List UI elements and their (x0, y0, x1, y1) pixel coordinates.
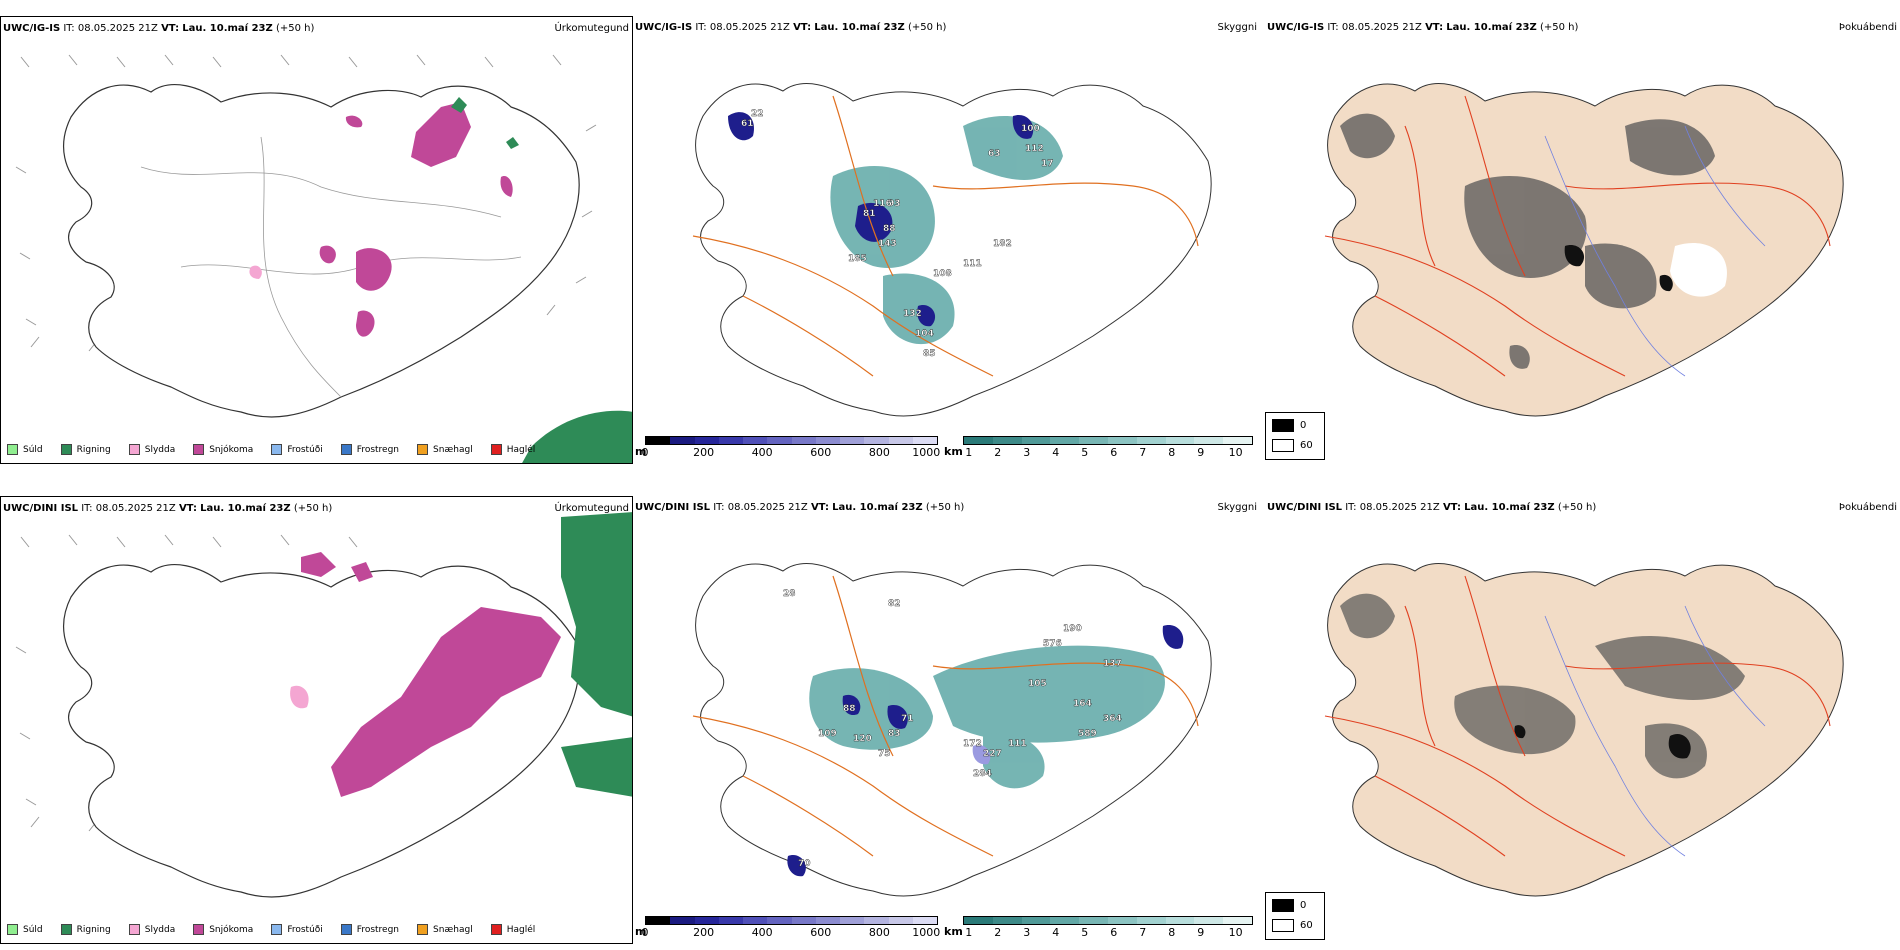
rain-areas (451, 97, 632, 463)
visibility-panel-bottom: UWC/DINI ISL IT: 08.05.2025 21Z VT: Lau.… (633, 496, 1265, 944)
visibility-value-label: 164 (1073, 699, 1092, 709)
cloud-base-colorbar: 0 200 400 600 800 1000 (642, 916, 940, 939)
visibility-value-label: 100 (1021, 124, 1040, 134)
product-name: Úrkomutegund (554, 23, 629, 34)
product-name: Skyggni (1217, 22, 1257, 33)
visibility-value-label: 185 (848, 254, 867, 264)
legend-item: Snjókoma (193, 444, 253, 455)
visibility-value-label: 284 (973, 769, 992, 779)
visibility-value-label: 589 (1078, 729, 1097, 739)
legend-item: Súld (7, 444, 43, 455)
visibility-value-label: 75 (878, 749, 891, 759)
fog-legend: 0 60 (1265, 892, 1325, 940)
legend-item: Súld (7, 924, 43, 935)
visibility-value-label: 109 (818, 729, 837, 739)
visibility-value-label: 83 (888, 729, 901, 739)
legend-item: Frostúði (271, 444, 323, 455)
visibility-colorbar: 1 2 3 4 5 6 7 8 9 10 (963, 436, 1253, 459)
visibility-value-label: 190 (1063, 624, 1082, 634)
precip-type-panel-top: UWC/IG-IS IT: 08.05.2025 21Z VT: Lau. 10… (0, 16, 633, 464)
fog-indicator-panel-bottom: UWC/DINI ISL IT: 08.05.2025 21Z VT: Lau.… (1265, 496, 1900, 944)
visibility-value-label: 120 (853, 734, 872, 744)
fog-map (1324, 563, 1844, 897)
panel-title: UWC/DINI ISL IT: 08.05.2025 21Z VT: Lau.… (1267, 502, 1597, 513)
visibility-value-label: 108 (933, 269, 952, 279)
product-name: Þokuábendi (1838, 502, 1897, 513)
visibility-panel-top: UWC/IG-IS IT: 08.05.2025 21Z VT: Lau. 10… (633, 16, 1265, 464)
visibility-value-label: 132 (903, 309, 922, 319)
visibility-value-label: 88 (883, 224, 896, 234)
legend-item: Snjókoma (193, 924, 253, 935)
visibility-value-label: 137 (1103, 659, 1122, 669)
legend-item: Frostúði (271, 924, 323, 935)
visibility-colorbar: 1 2 3 4 5 6 7 8 9 10 (963, 916, 1253, 939)
precip-type-panel-bottom: UWC/DINI ISL IT: 08.05.2025 21Z VT: Lau.… (0, 496, 633, 944)
visibility-value-label: 111 (1008, 739, 1027, 749)
legend-item: Frostregn (340, 924, 399, 935)
panel-title: UWC/IG-IS IT: 08.05.2025 21Z VT: Lau. 10… (1267, 22, 1579, 33)
legend-item: Haglél (490, 924, 535, 935)
panel-title: UWC/IG-IS IT: 08.05.2025 21Z VT: Lau. 10… (635, 22, 947, 33)
visibility-value-label: 227 (983, 749, 1002, 759)
visibility-value-label: 364 (1103, 714, 1122, 724)
visibility-value-label: 70 (798, 859, 811, 869)
cloud-base-unit: m (635, 445, 647, 458)
panel-title: UWC/IG-IS IT: 08.05.2025 21Z VT: Lau. 10… (3, 23, 315, 34)
legend-item: Slydda (128, 444, 175, 455)
visibility-value-label: 82 (888, 599, 901, 609)
cloud-base-colorbar: 0 200 400 600 800 1000 (642, 436, 940, 459)
panel-title: UWC/DINI ISL IT: 08.05.2025 21Z VT: Lau.… (635, 502, 965, 513)
visibility-value-label: 81 (863, 209, 876, 219)
visibility-value-label: 104 (915, 329, 934, 339)
fog-indicator-panel-top: UWC/IG-IS IT: 08.05.2025 21Z VT: Lau. 10… (1265, 16, 1900, 464)
precip-map (15, 54, 632, 463)
snow-areas (319, 102, 513, 337)
legend-item: Frostregn (340, 444, 399, 455)
visibility-value-label: 22 (751, 109, 764, 119)
visibility-value-label: 17 (1041, 159, 1054, 169)
visibility-value-label: 576 (1043, 639, 1062, 649)
visibility-value-label: 63 (988, 149, 1001, 159)
visibility-value-label: 28 (783, 589, 796, 599)
product-name: Þokuábendi (1838, 22, 1897, 33)
legend-item: Slydda (128, 924, 175, 935)
legend-item: Rigning (60, 924, 111, 935)
visibility-value-label: 172 (963, 739, 982, 749)
visibility-unit: km (944, 445, 963, 458)
precip-map (15, 512, 632, 898)
product-name: Úrkomutegund (554, 503, 629, 514)
product-name: Skyggni (1217, 502, 1257, 513)
fog-legend: 0 60 (1265, 412, 1325, 460)
visibility-value-label: 93 (888, 199, 901, 209)
fog-map (1324, 83, 1844, 417)
visibility-value-label: 71 (901, 714, 914, 724)
legend-item: Haglél (490, 444, 535, 455)
visibility-unit: km (944, 925, 963, 938)
panel-title: UWC/DINI ISL IT: 08.05.2025 21Z VT: Lau.… (3, 503, 333, 514)
visibility-value-label: 112 (1025, 144, 1044, 154)
cloud-base-unit: m (635, 925, 647, 938)
visibility-value-label: 61 (741, 119, 754, 129)
legend-item: Snæhagl (417, 924, 473, 935)
visibility-value-label: 111 (963, 259, 982, 269)
precip-type-legend: Súld Rigning Slydda Snjókoma Frostúði Fr… (7, 444, 535, 455)
visibility-value-label: 116 (873, 199, 892, 209)
legend-item: Rigning (60, 444, 111, 455)
precip-type-legend: Súld Rigning Slydda Snjókoma Frostúði Fr… (7, 924, 535, 935)
legend-item: Snæhagl (417, 444, 473, 455)
visibility-value-label: 143 (878, 239, 897, 249)
visibility-value-label: 105 (1028, 679, 1047, 689)
visibility-value-label: 88 (843, 704, 856, 714)
visibility-value-label: 182 (993, 239, 1012, 249)
visibility-value-label: 85 (923, 349, 936, 359)
